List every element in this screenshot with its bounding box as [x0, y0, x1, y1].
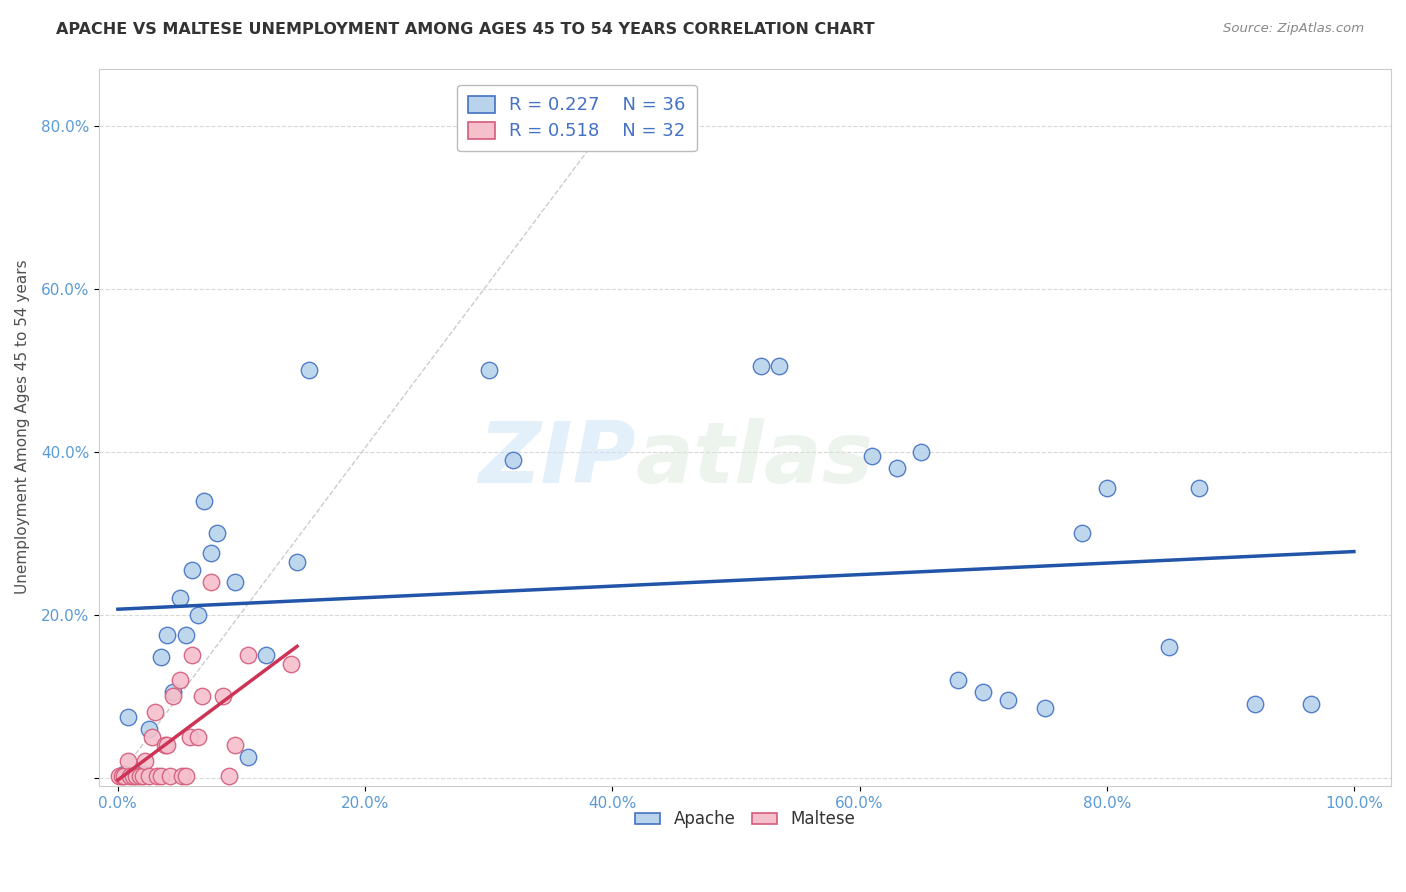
- Point: [948, 673, 970, 687]
- Point: [169, 591, 191, 606]
- Point: [150, 650, 173, 665]
- Point: [112, 769, 135, 783]
- Point: [179, 730, 201, 744]
- Text: atlas: atlas: [636, 418, 873, 501]
- Point: [146, 769, 169, 783]
- Point: [129, 769, 152, 783]
- Point: [1033, 701, 1056, 715]
- Point: [224, 574, 246, 589]
- Point: [298, 363, 321, 377]
- Point: [212, 689, 235, 703]
- Point: [280, 657, 302, 671]
- Point: [187, 730, 209, 744]
- Point: [191, 689, 214, 703]
- Point: [110, 769, 132, 783]
- Point: [112, 766, 135, 780]
- Point: [1299, 698, 1322, 712]
- Point: [236, 750, 259, 764]
- Point: [749, 359, 772, 373]
- Point: [141, 730, 163, 744]
- Point: [1188, 481, 1211, 495]
- Point: [125, 769, 148, 783]
- Point: [156, 628, 179, 642]
- Point: [200, 547, 222, 561]
- Point: [1157, 640, 1180, 655]
- Point: [478, 363, 501, 377]
- Point: [134, 755, 156, 769]
- Point: [162, 685, 184, 699]
- Point: [236, 648, 259, 663]
- Point: [972, 685, 994, 699]
- Point: [143, 706, 166, 720]
- Point: [187, 607, 209, 622]
- Point: [138, 769, 160, 783]
- Point: [138, 722, 160, 736]
- Point: [193, 493, 215, 508]
- Point: [121, 769, 143, 783]
- Point: [218, 769, 240, 783]
- Point: [1071, 526, 1094, 541]
- Point: [153, 738, 176, 752]
- Point: [162, 689, 184, 703]
- Point: [156, 738, 179, 752]
- Point: [131, 769, 153, 783]
- Point: [205, 526, 228, 541]
- Point: [169, 673, 191, 687]
- Point: [1095, 481, 1118, 495]
- Point: [108, 769, 131, 783]
- Point: [768, 359, 790, 373]
- Point: [159, 769, 181, 783]
- Point: [502, 452, 524, 467]
- Point: [181, 648, 204, 663]
- Y-axis label: Unemployment Among Ages 45 to 54 years: Unemployment Among Ages 45 to 54 years: [15, 260, 30, 594]
- Point: [174, 769, 197, 783]
- Point: [150, 769, 173, 783]
- Text: ZIP: ZIP: [478, 418, 636, 501]
- Text: Source: ZipAtlas.com: Source: ZipAtlas.com: [1223, 22, 1364, 36]
- Point: [1244, 698, 1267, 712]
- Point: [254, 648, 277, 663]
- Point: [181, 563, 204, 577]
- Point: [117, 755, 139, 769]
- Point: [172, 769, 194, 783]
- Text: APACHE VS MALTESE UNEMPLOYMENT AMONG AGES 45 TO 54 YEARS CORRELATION CHART: APACHE VS MALTESE UNEMPLOYMENT AMONG AGE…: [56, 22, 875, 37]
- Point: [886, 461, 908, 475]
- Point: [860, 449, 883, 463]
- Point: [174, 628, 197, 642]
- Point: [997, 693, 1019, 707]
- Point: [285, 555, 308, 569]
- Point: [910, 444, 932, 458]
- Legend: Apache, Maltese: Apache, Maltese: [628, 804, 862, 835]
- Point: [117, 709, 139, 723]
- Point: [200, 574, 222, 589]
- Point: [224, 738, 246, 752]
- Point: [120, 769, 142, 783]
- Point: [131, 766, 153, 780]
